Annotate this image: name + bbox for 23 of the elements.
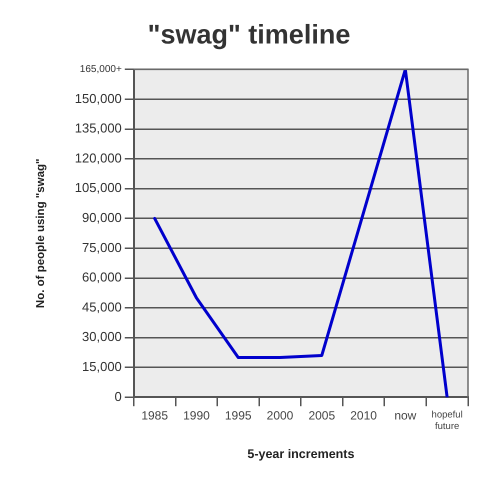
x-tick-label: 1995 <box>224 408 252 423</box>
x-axis-title: 5-year increments <box>247 446 354 461</box>
y-tick-label: 30,000 <box>82 329 122 344</box>
y-tick-label: 120,000 <box>74 150 122 166</box>
x-tick-label: 2010 <box>350 408 378 423</box>
x-tick-label: 1985 <box>141 408 168 423</box>
x-tick-label: now <box>394 408 417 423</box>
y-tick-label: 165,000+ <box>80 64 122 76</box>
y-tick-label: 75,000 <box>82 240 122 255</box>
y-tick-label: 60,000 <box>82 270 122 285</box>
y-tick-label: 135,000 <box>74 120 122 136</box>
y-tick-label: 45,000 <box>82 299 122 314</box>
x-tick-label: hopeful future <box>432 410 463 432</box>
y-tick-label: 105,000 <box>74 180 122 196</box>
y-tick-label: 0 <box>114 388 122 404</box>
y-tick-label: 150,000 <box>74 90 122 106</box>
x-tick-label: 1990 <box>183 408 210 423</box>
y-axis-title: No. of people using "swag" <box>35 158 48 308</box>
y-tick-label: 90,000 <box>82 210 122 225</box>
y-tick-label: 15,000 <box>82 358 122 374</box>
x-tick-label: 2005 <box>308 408 336 423</box>
chart-title: "swag" timeline <box>148 20 350 50</box>
x-tick-label: 2000 <box>266 408 294 423</box>
